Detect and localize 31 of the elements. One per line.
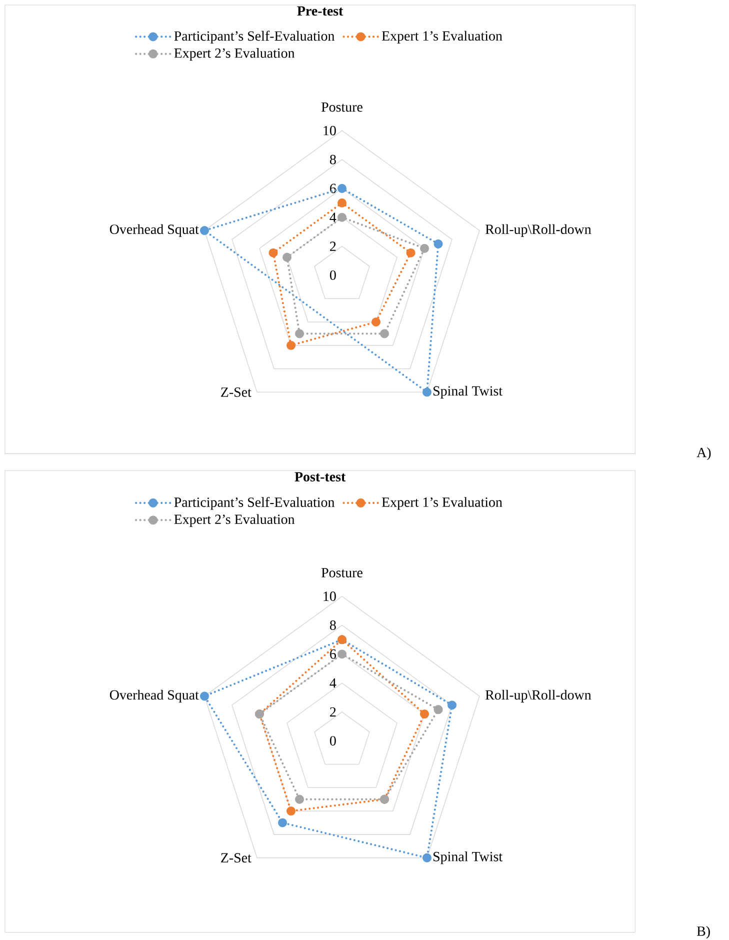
spoke-label: Overhead Squat [110, 690, 199, 702]
chart-title: Post-test [294, 472, 346, 482]
y-tick-label: 10 [324, 126, 336, 136]
spoke-label: Z-Set [221, 853, 252, 863]
chart-title: Pre-test [297, 6, 344, 16]
spoke-label: Z-Set [221, 387, 252, 397]
legend-label: Participant’s Self-Evaluation [174, 496, 335, 510]
y-tick-label: 8 [330, 154, 336, 164]
text: A) [696, 447, 711, 460]
y-tick-label: 8 [330, 620, 336, 630]
y-tick-label: 0 [330, 736, 336, 746]
legend-label: Expert 1’s Evaluation [382, 30, 502, 44]
y-tick-label: 4 [330, 678, 336, 688]
y-tick-label: 4 [330, 212, 336, 222]
spoke-label: Roll-up\Roll-down [486, 224, 592, 237]
legend-label: Expert 2’s Evaluation [174, 48, 295, 61]
spoke-label: Spinal Twist [434, 851, 503, 864]
spoke-label: Posture [322, 568, 363, 578]
spoke-label: Overhead Squat [110, 224, 199, 237]
spoke-label: Posture [322, 102, 363, 112]
legend-label: Participant’s Self-Evaluation [174, 30, 335, 44]
text: B) [697, 926, 710, 939]
spoke-label: Roll-up\Roll-down [486, 690, 592, 702]
y-tick-label: 0 [330, 270, 336, 280]
spoke-label: Spinal Twist [434, 386, 503, 398]
y-tick-label: 2 [330, 707, 336, 717]
legend-label: Expert 1’s Evaluation [382, 497, 502, 510]
y-tick-label: 10 [324, 592, 336, 601]
y-tick-label: 2 [330, 242, 336, 251]
legend-label: Expert 2’s Evaluation [174, 514, 295, 527]
y-tick-label: 6 [330, 649, 336, 659]
